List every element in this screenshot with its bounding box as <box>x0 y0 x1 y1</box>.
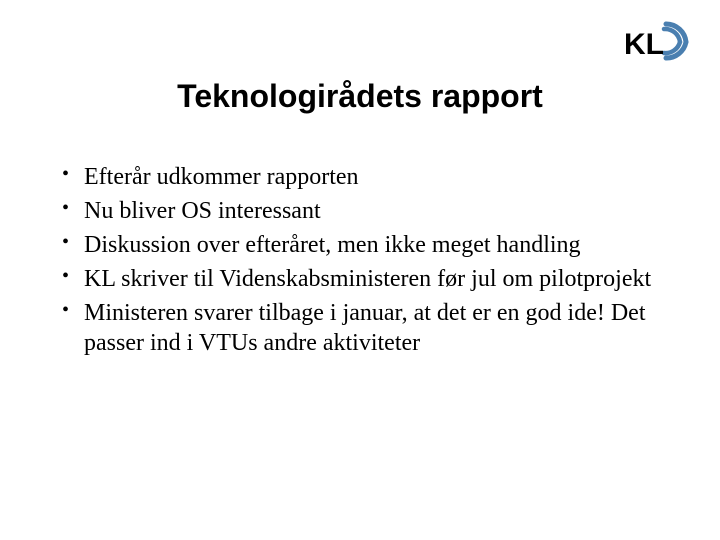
list-item: Diskussion over efteråret, men ikke mege… <box>62 230 672 260</box>
page-title: Teknologirådets rapport <box>0 78 720 115</box>
logo-swirl-icon <box>664 24 686 58</box>
bullet-list: Efterår udkommer rapporten Nu bliver OS … <box>62 162 672 362</box>
list-item: Nu bliver OS interessant <box>62 196 672 226</box>
logo-letters: KL <box>624 28 664 61</box>
slide: KL Teknologirådets rapport Efterår udkom… <box>0 0 720 540</box>
list-item: Efterår udkommer rapporten <box>62 162 672 192</box>
list-item: KL skriver til Videnskabsministeren før … <box>62 264 672 294</box>
kl-logo: KL <box>620 18 692 66</box>
list-item: Ministeren svarer tilbage i januar, at d… <box>62 298 672 358</box>
